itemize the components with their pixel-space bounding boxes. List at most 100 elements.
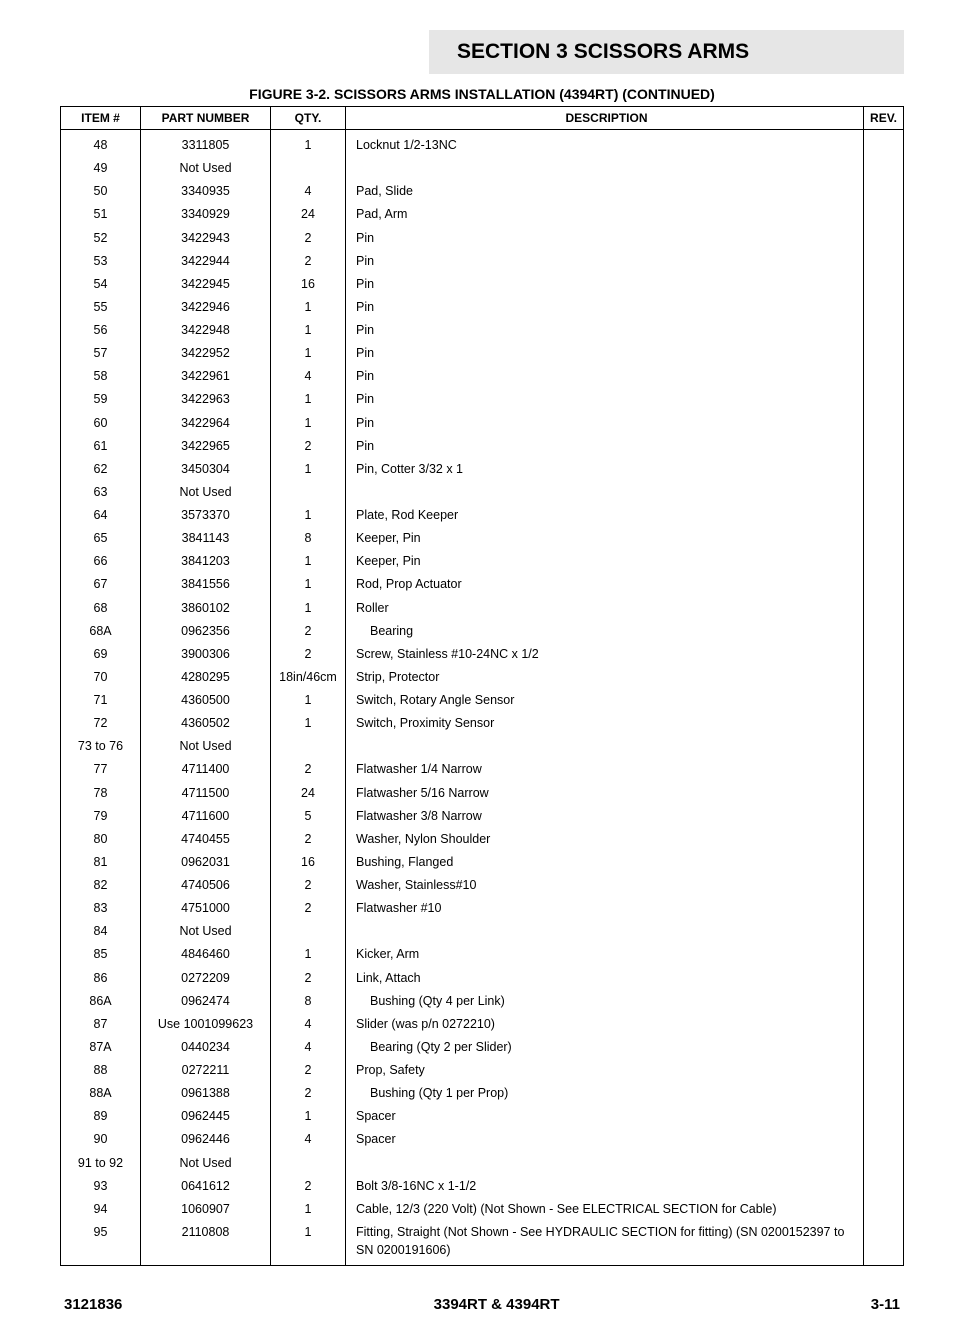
cell-qty: 16 (271, 850, 346, 873)
cell-qty: 1 (271, 596, 346, 619)
cell-item: 78 (61, 781, 141, 804)
table-row: 63Not Used (61, 480, 904, 503)
cell-part-number: Not Used (141, 920, 271, 943)
cell-item: 85 (61, 943, 141, 966)
cell-item: 90 (61, 1128, 141, 1151)
table-row: 6435733701Plate, Rod Keeper (61, 504, 904, 527)
cell-item: 86A (61, 989, 141, 1012)
cell-qty: 1 (271, 689, 346, 712)
table-row: 5634229481Pin (61, 319, 904, 342)
header-bar: SECTION 3 SCISSORS ARMS (60, 30, 904, 74)
table-row: 8247405062Washer, Stainless#10 (61, 874, 904, 897)
cell-rev (864, 874, 904, 897)
cell-description: Pin (346, 365, 864, 388)
cell-part-number: 3450304 (141, 457, 271, 480)
cell-description: Cable, 12/3 (220 Volt) (Not Shown - See … (346, 1197, 864, 1220)
cell-part-number: 0641612 (141, 1174, 271, 1197)
cell-qty: 2 (271, 827, 346, 850)
cell-part-number: 4711500 (141, 781, 271, 804)
cell-rev (864, 596, 904, 619)
cell-part-number: 4280295 (141, 665, 271, 688)
table-header-row: ITEM # PART NUMBER QTY. DESCRIPTION REV. (61, 107, 904, 130)
cell-item: 68A (61, 619, 141, 642)
cell-part-number: 4740506 (141, 874, 271, 897)
cell-qty: 1 (271, 411, 346, 434)
cell-qty: 8 (271, 527, 346, 550)
cell-description (346, 157, 864, 180)
cell-rev (864, 480, 904, 503)
cell-item: 61 (61, 434, 141, 457)
cell-rev (864, 527, 904, 550)
cell-part-number: 0961388 (141, 1082, 271, 1105)
cell-rev (864, 850, 904, 873)
cell-part-number: 0962446 (141, 1128, 271, 1151)
cell-part-number: 0440234 (141, 1035, 271, 1058)
cell-description: Bushing (Qty 4 per Link) (346, 989, 864, 1012)
table-row: 7143605001Switch, Rotary Angle Sensor (61, 689, 904, 712)
cell-rev (864, 342, 904, 365)
cell-item: 54 (61, 272, 141, 295)
table-row: 70428029518in/46cmStrip, Protector (61, 665, 904, 688)
cell-rev (864, 130, 904, 157)
cell-part-number: 3841143 (141, 527, 271, 550)
cell-rev (864, 365, 904, 388)
cell-item: 62 (61, 457, 141, 480)
table-row: 5234229432Pin (61, 226, 904, 249)
cell-description: Flatwasher 3/8 Narrow (346, 804, 864, 827)
cell-item: 80 (61, 827, 141, 850)
cell-description: Pin (346, 342, 864, 365)
cell-description: Pin (346, 272, 864, 295)
cell-item: 50 (61, 180, 141, 203)
cell-rev (864, 504, 904, 527)
cell-qty: 4 (271, 1035, 346, 1058)
cell-item: 88 (61, 1059, 141, 1082)
cell-rev (864, 1105, 904, 1128)
cell-part-number: 3422952 (141, 342, 271, 365)
cell-rev (864, 1012, 904, 1035)
cell-item: 58 (61, 365, 141, 388)
cell-item: 57 (61, 342, 141, 365)
cell-rev (864, 689, 904, 712)
cell-description: Washer, Nylon Shoulder (346, 827, 864, 850)
table-row: 9306416122Bolt 3/8-16NC x 1-1/2 (61, 1174, 904, 1197)
cell-part-number: 3422946 (141, 295, 271, 318)
cell-item: 71 (61, 689, 141, 712)
cell-rev (864, 550, 904, 573)
cell-part-number: Not Used (141, 735, 271, 758)
cell-qty: 2 (271, 874, 346, 897)
cell-part-number: 1060907 (141, 1197, 271, 1220)
cell-qty: 24 (271, 203, 346, 226)
cell-rev (864, 758, 904, 781)
cell-qty: 1 (271, 388, 346, 411)
cell-description: Pin (346, 388, 864, 411)
table-row: 7747114002Flatwasher 1/4 Narrow (61, 758, 904, 781)
cell-item: 83 (61, 897, 141, 920)
cell-part-number: 4751000 (141, 897, 271, 920)
cell-part-number: 3900306 (141, 642, 271, 665)
cell-part-number: 0962356 (141, 619, 271, 642)
cell-qty: 1 (271, 295, 346, 318)
table-row: 6234503041Pin, Cotter 3/32 x 1 (61, 457, 904, 480)
cell-item: 55 (61, 295, 141, 318)
cell-description: Spacer (346, 1105, 864, 1128)
cell-item: 68 (61, 596, 141, 619)
cell-description: Pin (346, 434, 864, 457)
table-row: 5734229521Pin (61, 342, 904, 365)
cell-description: Pad, Slide (346, 180, 864, 203)
cell-qty: 2 (271, 966, 346, 989)
cell-rev (864, 1059, 904, 1082)
cell-qty: 2 (271, 619, 346, 642)
cell-item: 51 (61, 203, 141, 226)
table-row: 84Not Used (61, 920, 904, 943)
cell-rev (864, 388, 904, 411)
cell-description: Keeper, Pin (346, 527, 864, 550)
table-row: 4833118051Locknut 1/2-13NC (61, 130, 904, 157)
cell-part-number: 3573370 (141, 504, 271, 527)
cell-part-number: Use 1001099623 (141, 1012, 271, 1035)
cell-item: 63 (61, 480, 141, 503)
table-row: 5334229442Pin (61, 249, 904, 272)
cell-description: Kicker, Arm (346, 943, 864, 966)
cell-qty: 1 (271, 550, 346, 573)
cell-part-number: 0962031 (141, 850, 271, 873)
table-row: 8347510002Flatwasher #10 (61, 897, 904, 920)
